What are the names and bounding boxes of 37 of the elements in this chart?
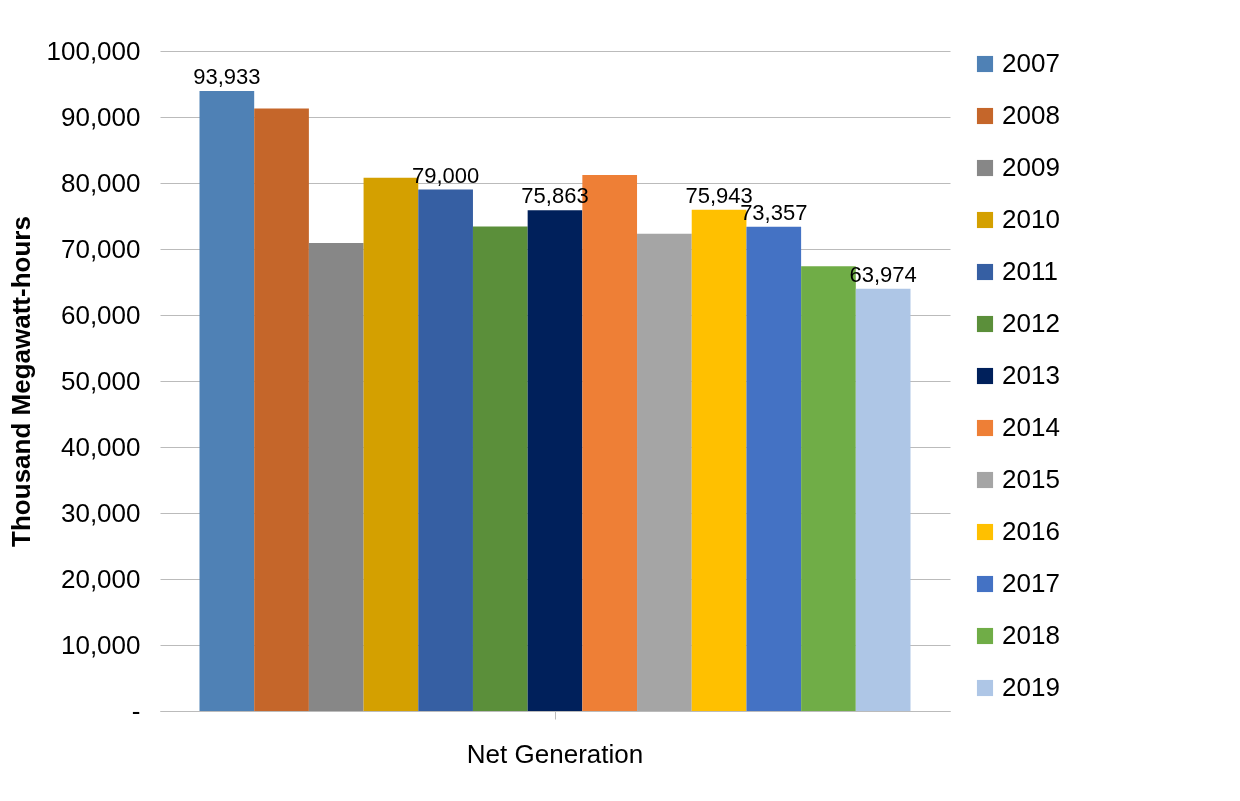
y-tick-label: 60,000 — [60, 299, 141, 330]
y-tick-label: - — [131, 695, 141, 726]
bar — [637, 233, 692, 711]
y-tick-label: 10,000 — [60, 629, 141, 660]
bar — [855, 288, 911, 711]
legend-label: 2016 — [1002, 516, 1060, 546]
bar — [472, 226, 528, 711]
legend-label: 2010 — [1002, 204, 1060, 234]
y-tick-label: 20,000 — [60, 563, 141, 594]
legend-label: 2009 — [1002, 152, 1060, 182]
bar — [254, 108, 309, 711]
y-tick-label: 30,000 — [60, 497, 141, 528]
legend-label: 2008 — [1002, 100, 1060, 130]
y-tick-label: 70,000 — [60, 233, 141, 264]
x-tick-label: Net Generation — [466, 738, 644, 769]
y-tick-label: 40,000 — [60, 431, 141, 462]
legend-label: 2007 — [1002, 48, 1060, 78]
legend-label: 2012 — [1002, 308, 1060, 338]
legend-label: 2014 — [1002, 412, 1060, 442]
bar — [199, 91, 255, 711]
legend-label: 2019 — [1002, 672, 1060, 702]
bar — [527, 210, 583, 711]
legend-label: 2017 — [1002, 568, 1060, 598]
legend-label: 2013 — [1002, 360, 1060, 390]
y-tick-label: 80,000 — [60, 167, 141, 198]
legend-label: 2018 — [1002, 620, 1060, 650]
y-axis-title: Thousand Megawatt-hours — [5, 216, 36, 547]
data-label: 79,000 — [411, 162, 480, 188]
legend-label: 2015 — [1002, 464, 1060, 494]
y-tick-label: 100,000 — [46, 35, 141, 66]
bar — [418, 189, 473, 711]
data-label: 93,933 — [193, 64, 261, 90]
y-tick-label: 50,000 — [60, 365, 141, 396]
y-tick-label: 90,000 — [60, 101, 141, 132]
bar — [746, 226, 802, 711]
legend-label: 2011 — [1002, 256, 1058, 286]
bar — [308, 243, 364, 711]
